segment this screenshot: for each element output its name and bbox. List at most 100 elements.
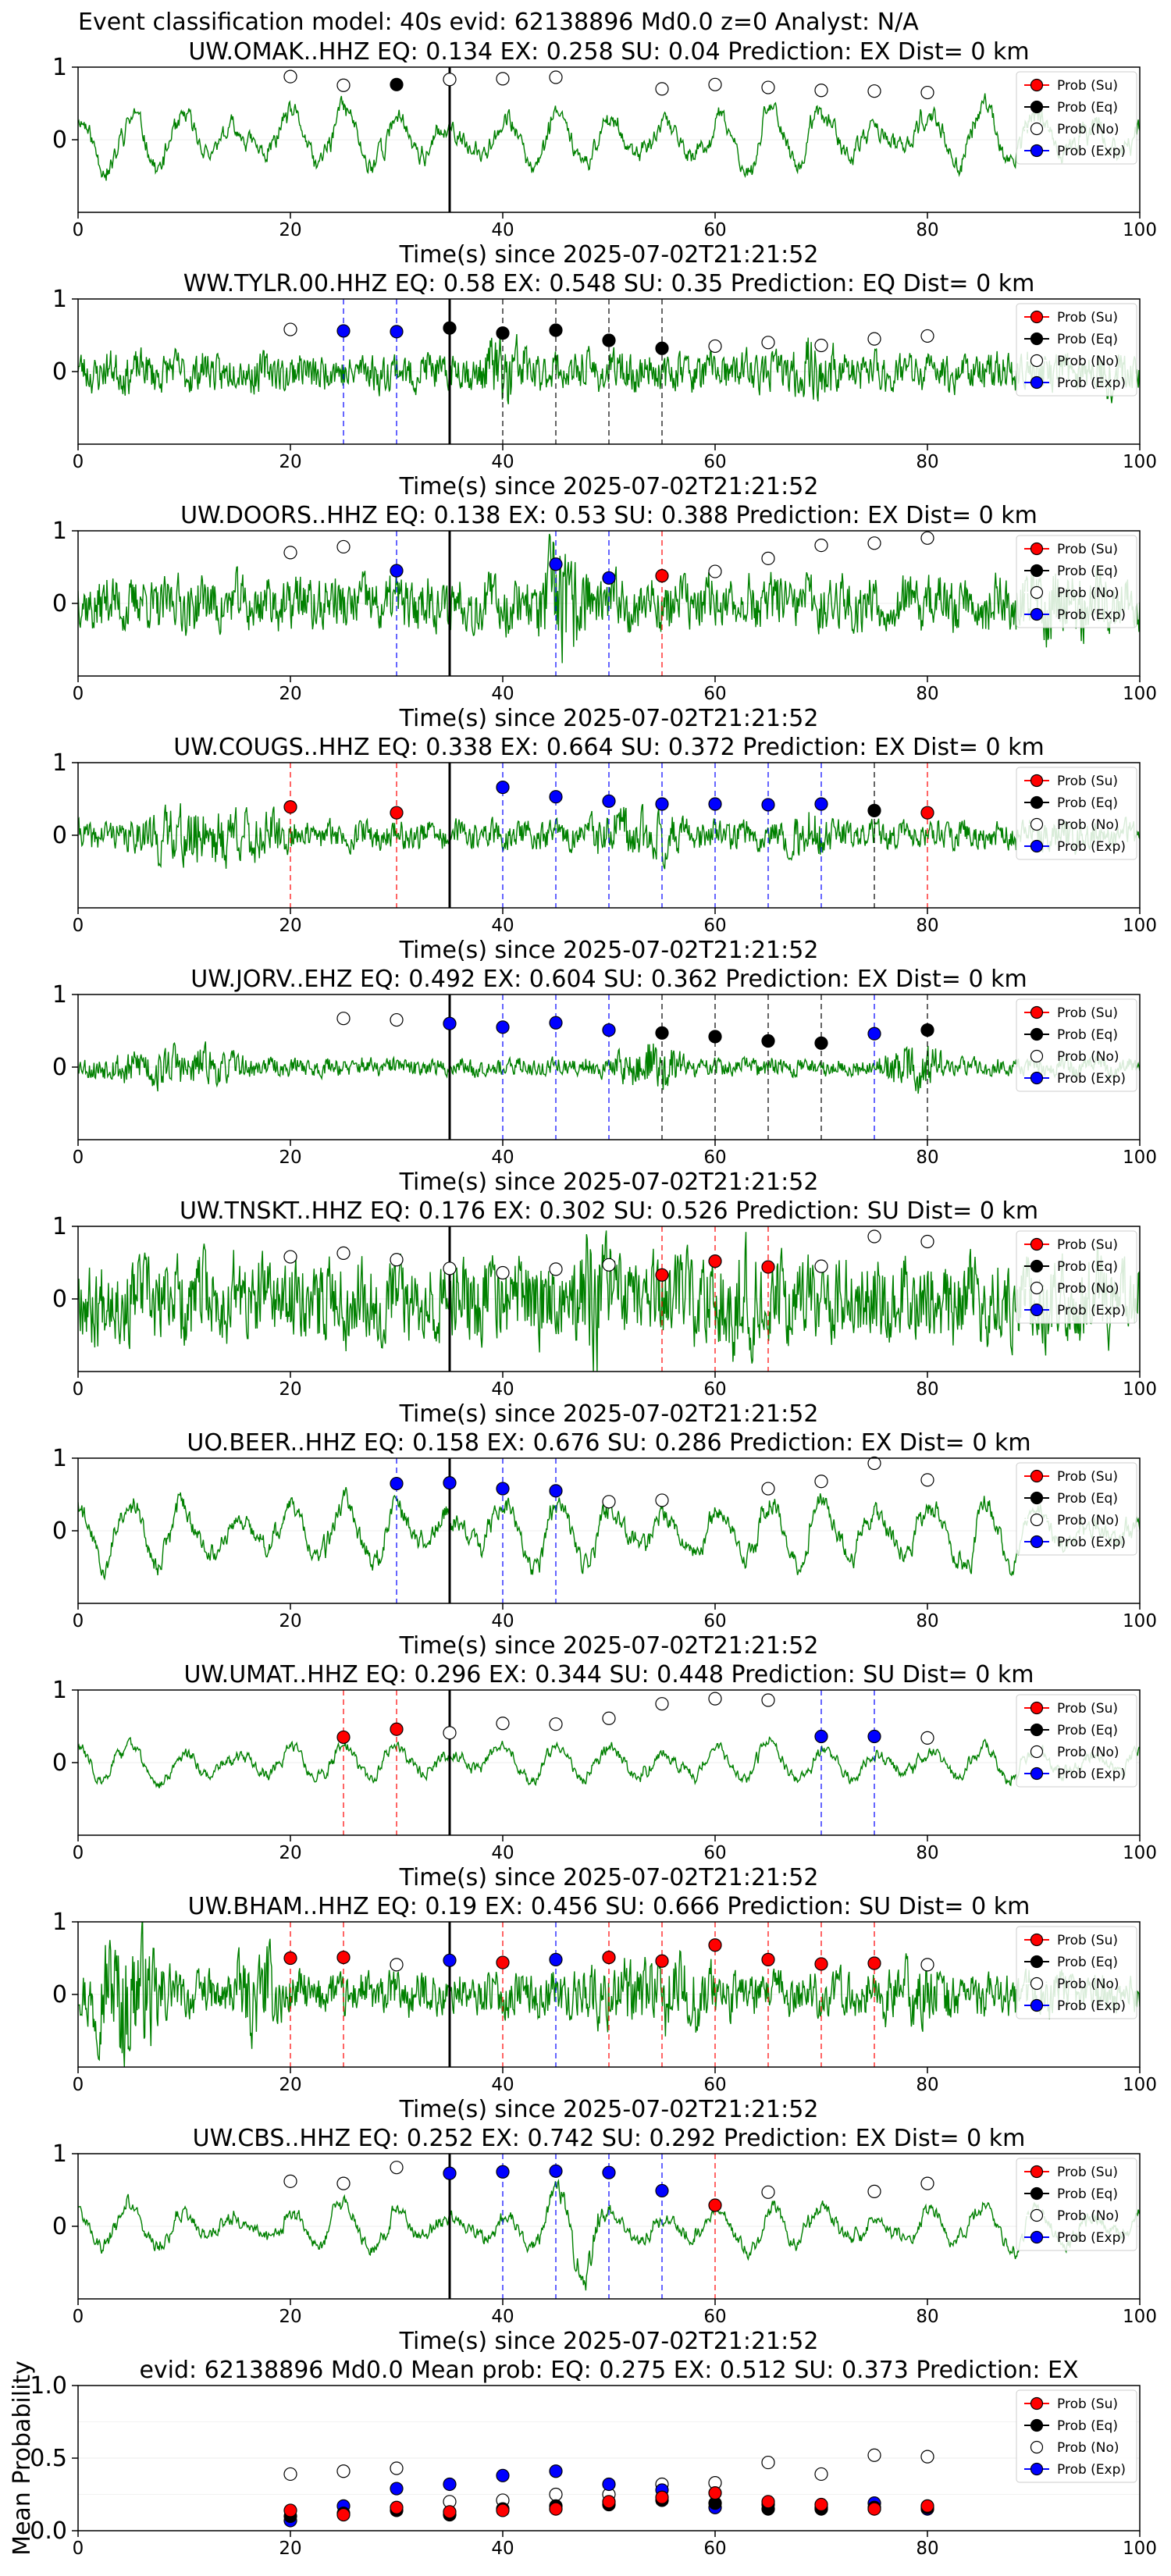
panel-7: UW.UMAT..HHZ EQ: 0.296 EX: 0.344 SU: 0.4… bbox=[52, 1661, 1157, 1891]
prob-marker-no bbox=[655, 82, 669, 96]
waveform-trace bbox=[78, 93, 1140, 181]
prob-marker-no bbox=[761, 336, 775, 350]
legend-marker-exp bbox=[1030, 1071, 1044, 1085]
prob-marker-su bbox=[867, 1956, 881, 1970]
legend-label-su: Prob (Su) bbox=[1057, 1701, 1118, 1717]
prob-marker-eq bbox=[761, 1034, 775, 1048]
x-tick-label: 100 bbox=[1123, 452, 1157, 472]
prob-marker-no bbox=[708, 77, 722, 91]
legend-marker-su bbox=[1030, 310, 1044, 324]
y-tick-label: 0 bbox=[52, 822, 67, 849]
mean-prob-marker-su bbox=[443, 2505, 457, 2519]
prob-marker-exp bbox=[602, 794, 616, 808]
y-tick-label: 1 bbox=[52, 981, 67, 1009]
legend-label-eq: Prob (Eq) bbox=[1057, 795, 1118, 811]
legend-label-no: Prob (No) bbox=[1057, 2440, 1119, 2456]
y-tick-label: 1 bbox=[52, 1677, 67, 1704]
legend-marker-eq bbox=[1030, 1723, 1044, 1737]
prob-marker-su bbox=[283, 800, 297, 814]
prob-marker-no bbox=[708, 564, 722, 578]
x-tick-label: 60 bbox=[703, 2539, 726, 2559]
x-tick-label: 40 bbox=[491, 220, 514, 240]
x-axis-label: Time(s) since 2025-07-02T21:21:52 bbox=[399, 1864, 819, 1891]
prob-marker-su bbox=[761, 1952, 775, 1966]
prob-marker-su bbox=[496, 1955, 510, 1969]
legend-label-exp: Prob (Exp) bbox=[1057, 839, 1126, 855]
legend-box bbox=[1016, 1462, 1137, 1556]
prob-marker-no bbox=[761, 551, 775, 565]
y-tick-label: 0 bbox=[52, 1981, 67, 2008]
prob-marker-exp bbox=[496, 781, 510, 795]
y-tick-label: 0 bbox=[52, 590, 67, 617]
y-tick-label: 1 bbox=[52, 286, 67, 313]
legend-box bbox=[1016, 303, 1137, 397]
prob-marker-exp bbox=[390, 1476, 404, 1491]
y-tick-label: 0 bbox=[52, 1517, 67, 1545]
legend-marker-exp bbox=[1030, 2230, 1044, 2244]
x-axis-label: Time(s) since 2025-07-02T21:21:52 bbox=[399, 1400, 819, 1428]
panel-3: UW.COUGS..HHZ EQ: 0.338 EX: 0.664 SU: 0.… bbox=[52, 734, 1157, 964]
mean-prob-marker-su bbox=[708, 2486, 722, 2500]
x-tick-label: 60 bbox=[703, 916, 726, 936]
x-tick-label: 80 bbox=[916, 916, 938, 936]
x-tick-label: 80 bbox=[916, 1843, 938, 1863]
legend-marker-no bbox=[1030, 585, 1044, 600]
prob-marker-su bbox=[814, 1957, 828, 1971]
prob-marker-eq bbox=[390, 77, 404, 91]
mean-prob-marker-su bbox=[867, 2502, 881, 2516]
prob-marker-exp bbox=[549, 790, 563, 804]
x-tick-label: 100 bbox=[1123, 220, 1157, 240]
prob-marker-no bbox=[390, 1253, 404, 1267]
prob-marker-no bbox=[920, 1958, 934, 1972]
legend-label-eq: Prob (Eq) bbox=[1057, 1955, 1118, 1970]
legend-label-no: Prob (No) bbox=[1057, 1976, 1119, 1992]
y-tick-label: 0.5 bbox=[30, 2445, 67, 2472]
prob-marker-eq bbox=[443, 321, 457, 335]
prob-marker-exp bbox=[602, 571, 616, 585]
x-tick-label: 20 bbox=[279, 452, 301, 472]
legend-marker-no bbox=[1030, 1513, 1044, 1527]
prob-marker-su bbox=[390, 806, 404, 820]
prob-marker-no bbox=[602, 1711, 616, 1725]
x-tick-label: 100 bbox=[1123, 916, 1157, 936]
prob-marker-no bbox=[549, 1717, 563, 1731]
y-tick-label: 1 bbox=[52, 1213, 67, 1240]
prob-marker-no bbox=[602, 1258, 616, 1272]
legend-marker-exp bbox=[1030, 607, 1044, 621]
prob-marker-eq bbox=[549, 323, 563, 337]
x-tick-label: 40 bbox=[491, 2539, 514, 2559]
panel-title: UW.OMAK..HHZ EQ: 0.134 EX: 0.258 SU: 0.0… bbox=[188, 38, 1029, 66]
x-tick-label: 60 bbox=[703, 684, 726, 704]
panel-title: UW.BHAM..HHZ EQ: 0.19 EX: 0.456 SU: 0.66… bbox=[188, 1893, 1030, 1920]
prob-marker-no bbox=[283, 1250, 297, 1264]
prob-marker-no bbox=[336, 539, 351, 554]
legend-label-no: Prob (No) bbox=[1057, 1745, 1119, 1760]
legend-marker-eq bbox=[1030, 1259, 1044, 1273]
prob-marker-no bbox=[761, 80, 775, 94]
prob-marker-su bbox=[336, 1730, 351, 1745]
prob-marker-eq bbox=[867, 803, 881, 817]
prob-marker-no bbox=[443, 73, 457, 87]
prob-marker-no bbox=[602, 1495, 616, 1509]
prob-marker-exp bbox=[443, 1476, 457, 1490]
x-tick-label: 60 bbox=[703, 452, 726, 472]
prob-marker-exp bbox=[602, 2165, 616, 2179]
x-tick-label: 20 bbox=[279, 2307, 301, 2327]
panel-title: WW.TYLR.00.HHZ EQ: 0.58 EX: 0.548 SU: 0.… bbox=[183, 270, 1035, 297]
panel-title: evid: 62138896 Md0.0 Mean prob: EQ: 0.27… bbox=[139, 2357, 1078, 2384]
waveform-trace bbox=[78, 1922, 1140, 2067]
legend-label-no: Prob (No) bbox=[1057, 1513, 1119, 1528]
prob-marker-no bbox=[867, 2184, 881, 2198]
x-tick-label: 60 bbox=[703, 1611, 726, 1631]
x-tick-label: 100 bbox=[1123, 684, 1157, 704]
prob-marker-exp bbox=[867, 1026, 881, 1041]
x-tick-label: 100 bbox=[1123, 2307, 1157, 2327]
legend-marker-no bbox=[1030, 1049, 1044, 1063]
prob-marker-no bbox=[814, 1475, 828, 1489]
prob-marker-no bbox=[867, 332, 881, 346]
legend-label-su: Prob (Su) bbox=[1057, 1005, 1118, 1021]
prob-marker-exp bbox=[549, 1952, 563, 1966]
prob-marker-no bbox=[390, 2161, 404, 2175]
legend-marker-no bbox=[1030, 2440, 1044, 2454]
prob-marker-exp bbox=[655, 797, 669, 811]
